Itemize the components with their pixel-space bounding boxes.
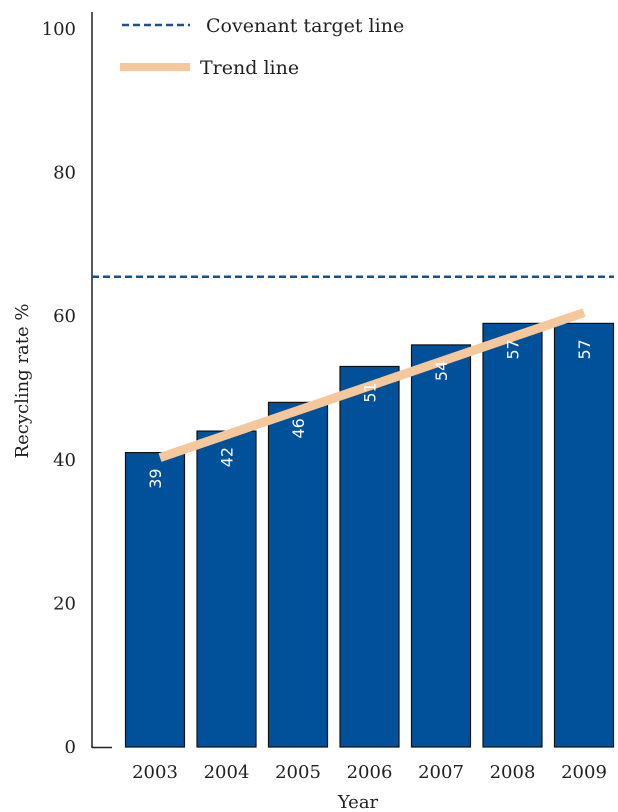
x-tick-label: 2004 bbox=[204, 762, 250, 783]
y-tick-label: 0 bbox=[65, 737, 76, 758]
bar bbox=[555, 323, 614, 747]
x-tick-label: 2006 bbox=[347, 762, 393, 783]
bar-data-label: 39 bbox=[146, 468, 165, 488]
bar-data-label: 54 bbox=[432, 361, 451, 381]
y-tick-label: 40 bbox=[53, 450, 76, 471]
legend-trend-label: Trend line bbox=[200, 57, 299, 79]
bar-data-label: 46 bbox=[289, 418, 308, 438]
x-tick-label: 2005 bbox=[275, 762, 321, 783]
legend-target-label: Covenant target line bbox=[206, 15, 404, 37]
bar bbox=[483, 323, 542, 747]
x-axis-title: Year bbox=[337, 792, 379, 812]
y-axis-title: Recycling rate % bbox=[12, 304, 33, 459]
bar bbox=[412, 345, 471, 747]
x-tick-label: 2003 bbox=[132, 762, 178, 783]
x-tick-label: 2007 bbox=[418, 762, 464, 783]
bar-data-label: 42 bbox=[218, 447, 237, 467]
bar-data-label: 57 bbox=[504, 339, 523, 359]
bar bbox=[269, 402, 328, 747]
x-tick-label: 2008 bbox=[490, 762, 536, 783]
axes bbox=[92, 12, 112, 748]
x-tick-labels: 2003 2004 2005 2006 2007 2008 2009 bbox=[132, 762, 607, 783]
y-tick-label: 20 bbox=[53, 593, 76, 614]
y-tick-label: 80 bbox=[53, 163, 76, 184]
y-tick-label: 100 bbox=[42, 19, 76, 40]
y-tick-label: 60 bbox=[53, 306, 76, 327]
bar-data-label: 51 bbox=[361, 382, 380, 402]
bar-data-label: 57 bbox=[575, 339, 594, 359]
bar bbox=[197, 431, 256, 747]
y-tick-labels: 0 20 40 60 80 100 bbox=[42, 19, 76, 758]
legend: Covenant target line Trend line bbox=[120, 15, 404, 79]
x-tick-label: 2009 bbox=[561, 762, 607, 783]
bar bbox=[126, 453, 185, 747]
bar bbox=[340, 366, 399, 747]
